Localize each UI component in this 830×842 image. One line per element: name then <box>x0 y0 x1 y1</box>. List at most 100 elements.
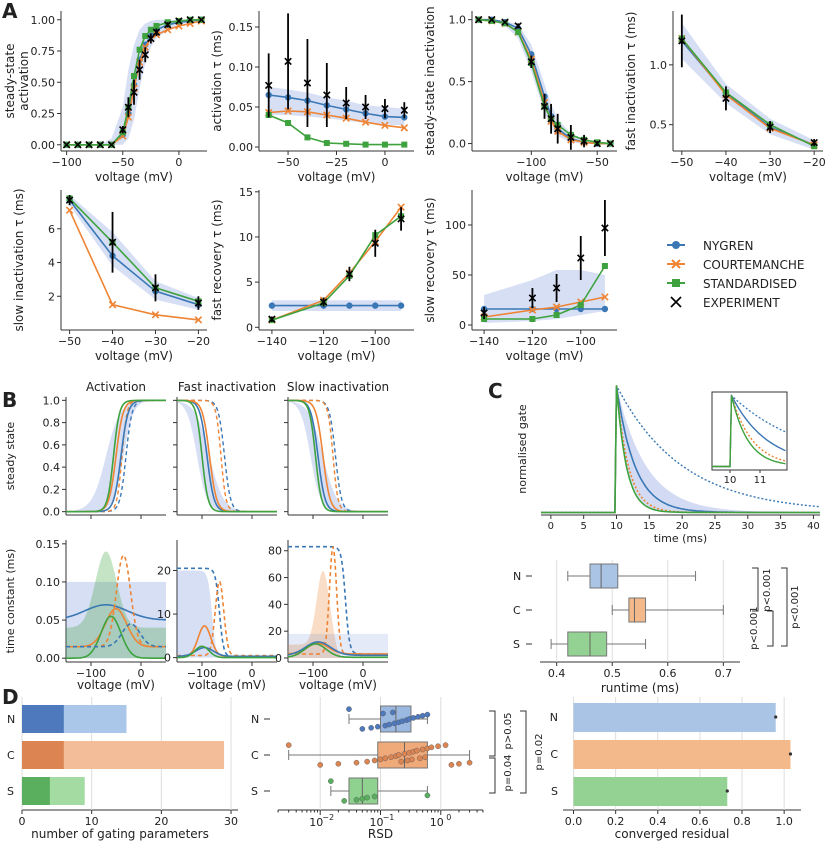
data-point <box>414 747 420 754</box>
significance-label: p=0.02 <box>534 734 545 771</box>
inset-line-standardised <box>712 395 786 468</box>
uncertainty-band <box>268 87 405 126</box>
x-axis-label: converged residual <box>615 827 730 841</box>
significance-label: p<0.001 <box>749 606 760 649</box>
x-tick-exponent: 0 <box>446 813 451 822</box>
data-point-experiment <box>722 94 730 103</box>
series-line-standardised <box>288 399 388 513</box>
series-line-nygren <box>287 641 388 657</box>
x-axis-label: RSD <box>368 827 393 841</box>
uncertainty-band-green <box>66 551 166 659</box>
x-tick-label: −100 <box>360 335 390 348</box>
x-tick-label: 0.7 <box>715 667 733 680</box>
x-tick-label: −120 <box>517 335 547 348</box>
data-point-experiment <box>567 133 575 142</box>
inset: 10 11 <box>711 391 788 486</box>
x-tick-label: 25 <box>709 521 722 532</box>
x-tick-label: 30 <box>741 521 754 532</box>
y-tick-label: 0 <box>275 652 282 665</box>
series-line-nygren <box>288 545 388 655</box>
data-point-standardised <box>401 141 408 148</box>
significance-label: p>0.05 <box>503 713 514 750</box>
uncertainty-band <box>288 401 388 512</box>
data-point-experiment <box>65 196 74 204</box>
row-label: S <box>7 785 14 798</box>
data-point <box>371 793 378 800</box>
y-axis-label: slow recovery τ (ms) <box>423 197 437 322</box>
x-tick-label: 40 <box>807 521 820 532</box>
y-tick-label: 1.00 <box>31 14 56 27</box>
data-point-experiment <box>124 103 133 112</box>
subplot-a5: −50 −40 −30 −20 2 4 6 voltage (mV) slow inactiva… <box>12 188 210 363</box>
bar-residual <box>573 703 776 732</box>
data-point-standardised <box>553 312 560 318</box>
bar-gating <box>22 705 64 733</box>
data-point <box>456 761 462 767</box>
panel-c: 0 5 10 15 20 25 30 35 40 time (ms) normalised gate… <box>513 385 821 695</box>
x-tick-label: −20 <box>187 335 210 348</box>
data-point <box>335 761 342 767</box>
row-label: S <box>251 785 258 798</box>
panel-letter-a: A <box>2 0 18 23</box>
y-tick-label: 0.50 <box>31 76 56 89</box>
y-tick-label: 0.05 <box>36 614 61 627</box>
y-tick-label: 100 <box>445 219 466 232</box>
x-tick-label: −50 <box>111 156 134 169</box>
legend-label-standardised: STANDARDISED <box>703 277 797 291</box>
series-line-courtemanche <box>66 399 166 513</box>
y-tick-label: 10 <box>157 608 171 621</box>
series-line-nygren <box>65 603 167 621</box>
data-point-experiment <box>135 65 144 74</box>
data-point-experiment <box>488 15 496 24</box>
data-point-experiment <box>107 140 116 149</box>
legend: NYGREN COURTEMANCHE STANDARDISED EXPERIM… <box>667 239 805 310</box>
panel-b: Activation 0.0 0.2 0.4 0.6 0.8 1.0 steady state… <box>4 380 389 692</box>
y-tick-label: 5 <box>246 276 253 289</box>
x-tick-label: 0 <box>249 667 256 680</box>
uncertainty-band-orange <box>288 570 388 658</box>
significance-bracket <box>489 757 496 794</box>
y-tick-label: 0.5 <box>449 76 467 89</box>
data-point-courtemanche <box>400 124 409 132</box>
y-tick-label: 15 <box>239 186 253 199</box>
data-point <box>424 711 431 718</box>
x-tick-label: −20 <box>803 156 826 169</box>
data-point-courtemanche <box>194 316 203 324</box>
y-axis-label: slow inactivation τ (ms) <box>12 188 26 331</box>
y-axis-label: steady-state inactivation <box>423 6 437 155</box>
row-label: S <box>551 785 558 798</box>
data-point-courtemanche <box>528 306 537 314</box>
y-tick-label: 4 <box>48 257 55 270</box>
y-tick-label: 20 <box>268 625 282 638</box>
x-tick-label: −100 <box>298 667 328 680</box>
box <box>628 597 647 623</box>
series-line-nygren <box>68 199 199 306</box>
x-axis-label: voltage (mV) <box>77 678 155 692</box>
inset-tick-label: 11 <box>754 475 767 486</box>
data-point <box>380 710 386 717</box>
y-axis-label: steady state <box>4 422 17 491</box>
x-tick-label: 0 <box>381 156 388 169</box>
x-tick-label: −40 <box>714 156 737 169</box>
series-line-courtemanche <box>177 581 277 657</box>
data-point-courtemanche <box>552 303 561 311</box>
data-point <box>422 754 428 761</box>
series-line-standardised <box>66 18 202 146</box>
x-axis-label: voltage (mV) <box>188 678 266 692</box>
data-point-standardised <box>381 141 388 148</box>
panel-letters: A B C D <box>2 0 503 709</box>
y-tick-label: 2 <box>48 290 55 303</box>
data-point-standardised <box>577 302 584 308</box>
x-tick-label: 0 <box>19 815 26 828</box>
significance-bracket <box>752 567 759 612</box>
uncertainty-band <box>177 570 277 658</box>
data-point-experiment <box>527 58 536 66</box>
x-tick-label: −120 <box>308 335 338 348</box>
data-point-standardised <box>323 140 330 146</box>
x-tick-label: −50 <box>670 156 693 169</box>
subplot-a6: −140 −120 −100 0 5 10 15 voltage (mV) fast recov… <box>210 186 414 363</box>
subplot-title: Fast inactivation <box>178 380 276 394</box>
x-tick-label: 30 <box>224 815 238 828</box>
y-tick-label: 1.0 <box>43 394 61 407</box>
series-line-courtemanche <box>68 209 199 321</box>
